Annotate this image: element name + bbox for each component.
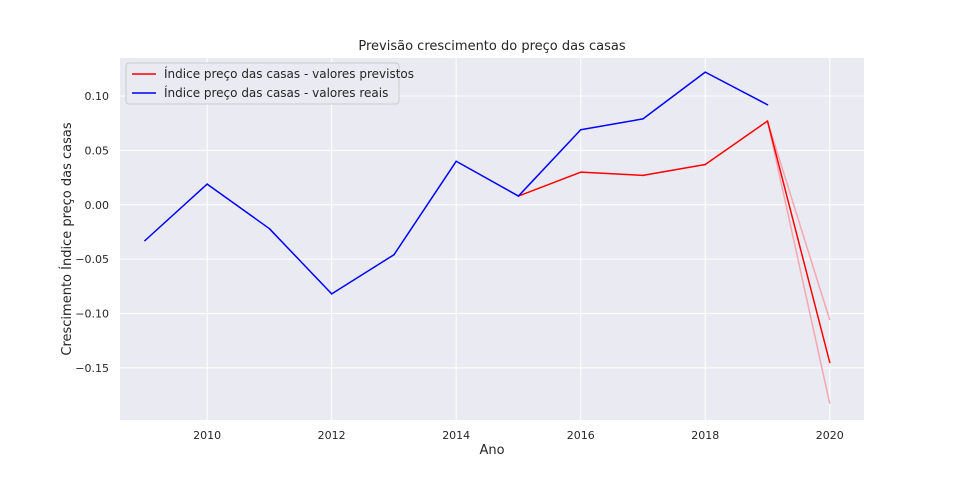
series-line-reais-point [268,227,271,230]
legend-label-previstos: Índice preço das casas - valores previst… [164,66,414,81]
y-tick-labels: −0.15 −0.10 −0.05 0.00 0.05 0.10 [75,90,109,375]
series-line-reais-point [330,293,333,295]
band-lower-line [766,120,831,404]
series-line-reais-point [766,103,769,106]
y-tick-label: 0.00 [85,199,110,212]
y-tick-label: −0.05 [75,253,109,266]
x-tick-label: 2020 [816,429,844,442]
x-tick-label: 2012 [318,429,346,442]
x-tick-label: 2010 [193,429,221,442]
legend-box [125,62,400,105]
series-line-reais-point [704,71,707,73]
legend-label-reais: Índice preço das casas - valores reais [164,85,388,100]
series-line-previstos-point [704,163,707,166]
x-grid [206,58,831,420]
series-line-reais-point [642,118,644,120]
series-line-previstos-point [642,174,644,177]
y-tick-label: −0.10 [75,307,109,320]
x-tick-label: 2014 [442,429,470,442]
series-line-previstos-point [579,171,582,173]
series-line-reais-point [144,239,146,242]
x-tick-label: 2016 [567,429,595,442]
series-line-reais-point [579,128,582,131]
plot-area [120,58,864,420]
series-line-previstos-point [766,120,769,122]
chart-title: Previsão crescimento do preço das casas [358,39,625,54]
y-tick-label: 0.05 [85,144,110,157]
legend: Índice preço das casas - valores previst… [125,62,414,105]
series-line-reais-point [455,160,458,163]
y-axis-label: Crescimento Índice preço das casas [59,122,75,355]
x-tick-labels: 2010 2012 2014 2016 2018 2020 [193,429,844,442]
y-tick-label: −0.15 [75,362,109,375]
series-line-previstos-point [828,361,831,364]
series-line-reais-point [393,253,395,256]
band-upper-line [766,120,831,321]
series-lines [144,71,831,364]
x-tick-label: 2018 [691,429,719,442]
series-line-reais-point [517,195,520,197]
series-line-previstos [518,120,831,363]
series-line-reais-point [206,183,208,185]
y-tick-label: 0.10 [85,90,110,103]
confidence-band [766,120,831,404]
x-axis-label: Ano [479,443,504,458]
